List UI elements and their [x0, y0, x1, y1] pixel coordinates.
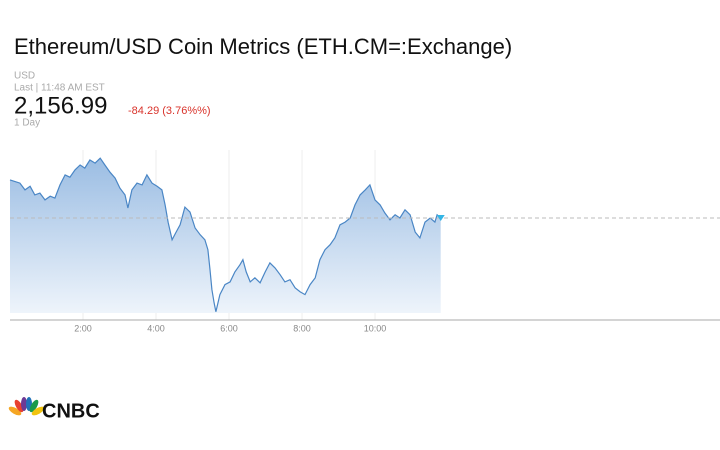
currency: USD [14, 71, 35, 82]
end-marker [436, 215, 445, 222]
price-line [9, 157, 442, 312]
x-tick-label: 2:00 [74, 323, 92, 333]
x-tick-label: 6:00 [220, 323, 238, 333]
change: -84.29 (3.76%%) [128, 105, 211, 117]
x-tick-label: 10:00 [364, 323, 387, 333]
range: 1 Day [14, 118, 40, 129]
brand: CNBC [42, 400, 100, 422]
logo: CNBC [8, 397, 100, 422]
title: Ethereum/USD Coin Metrics (ETH.CM=:Excha… [14, 34, 512, 59]
last-price: 2,156.99 [14, 92, 107, 119]
x-tick-label: 8:00 [293, 323, 311, 333]
area [10, 158, 441, 313]
x-tick-label: 4:00 [147, 323, 165, 333]
last-time: Last | 11:48 AM EST [14, 83, 105, 94]
